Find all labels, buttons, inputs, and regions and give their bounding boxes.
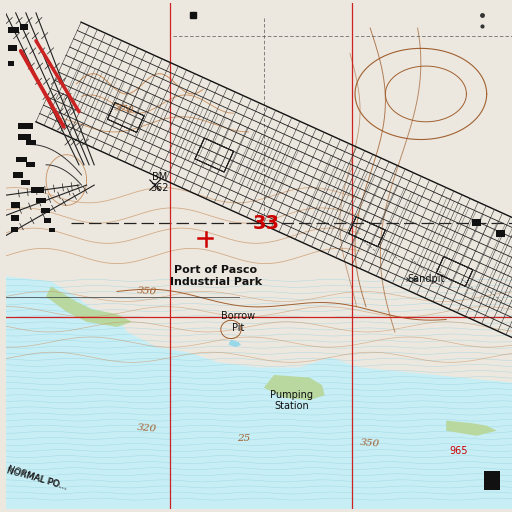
Text: Borrow
Pit: Borrow Pit	[222, 311, 255, 333]
Text: 370: 370	[114, 103, 135, 115]
Bar	[496, 229, 505, 237]
Polygon shape	[228, 339, 241, 347]
Bar	[484, 471, 500, 490]
Polygon shape	[46, 286, 132, 327]
Bar	[18, 123, 33, 130]
Bar	[11, 227, 18, 232]
Text: 33: 33	[253, 214, 280, 232]
Bar	[13, 173, 23, 178]
Text: 350: 350	[137, 286, 158, 297]
Bar	[11, 216, 19, 221]
Bar	[20, 24, 28, 30]
Bar	[36, 198, 46, 203]
Bar	[26, 140, 36, 144]
Text: NORMAL PO...: NORMAL PO...	[6, 466, 68, 491]
Bar	[8, 45, 17, 51]
Bar	[8, 61, 14, 66]
Bar	[18, 135, 31, 140]
Bar	[11, 202, 20, 208]
Text: Pumping
Station: Pumping Station	[270, 390, 313, 411]
Bar	[8, 27, 19, 33]
Text: 965: 965	[450, 446, 468, 456]
Polygon shape	[6, 276, 512, 509]
Bar	[41, 208, 50, 213]
Text: 25: 25	[237, 434, 250, 443]
Bar	[44, 218, 51, 223]
Bar	[16, 157, 27, 162]
Text: BM
362: BM 362	[151, 172, 169, 194]
Text: 320: 320	[137, 423, 158, 434]
Bar	[31, 186, 44, 193]
Polygon shape	[264, 375, 325, 400]
Text: Port of Pasco
Industrial Park: Port of Pasco Industrial Park	[169, 265, 262, 287]
Bar	[472, 219, 481, 226]
Text: Sandpit: Sandpit	[407, 274, 444, 284]
Text: NORMAL PO...: NORMAL PO...	[6, 464, 68, 492]
Bar	[26, 162, 35, 167]
Polygon shape	[446, 420, 497, 436]
Text: 350: 350	[360, 438, 380, 449]
Bar	[21, 180, 30, 185]
Bar	[49, 228, 55, 232]
